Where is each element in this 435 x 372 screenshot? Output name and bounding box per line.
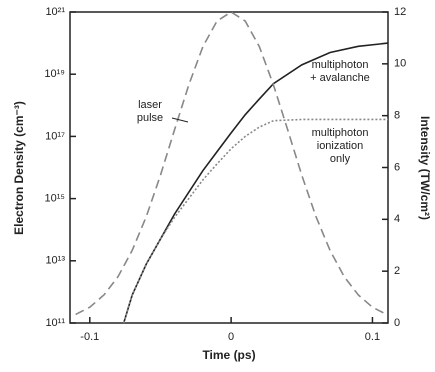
y-tick-label: 10¹¹ (45, 317, 65, 329)
annotation-line: multiphoton (312, 127, 369, 139)
x-axis-label: Time (ps) (202, 348, 255, 362)
y-tick-label: 10¹⁵ (45, 193, 65, 205)
annotation: multiphoton + avalanche (310, 59, 370, 84)
annotation-line: + avalanche (310, 72, 370, 84)
series-line (75, 11, 387, 316)
annotation-line: laser (138, 99, 162, 111)
y-tick-label: 10²¹ (45, 6, 65, 18)
y2-tick-label: 2 (394, 265, 400, 277)
x-tick-label: 0 (228, 331, 234, 343)
x-tick-label: -0.1 (80, 331, 99, 343)
annotation-line: ionization (317, 140, 363, 152)
annotation: multiphoton ionization only (312, 127, 369, 165)
y2-tick-label: 4 (394, 213, 400, 225)
y-tick-label: 10¹³ (45, 255, 65, 267)
y-tick-label: 10¹⁹ (44, 68, 65, 80)
y2-tick-label: 8 (394, 110, 400, 122)
annotation: laser pulse (137, 99, 163, 124)
series-line (122, 118, 388, 324)
annotation-pointer (171, 117, 189, 123)
annotation-line: pulse (137, 112, 163, 124)
y2-tick-label: 6 (394, 161, 400, 173)
x-tick-label: 0.1 (365, 331, 380, 343)
annotation-line: multiphoton (312, 59, 369, 71)
y2-tick-label: 10 (394, 58, 406, 70)
y2-tick-label: 0 (394, 317, 400, 329)
y-tick-label: 10¹⁷ (45, 130, 65, 142)
y2-axis-label: Intensity (TW/cm²) (418, 116, 432, 220)
annotation-line: only (330, 153, 351, 165)
y-axis-label: Electron Density (cm⁻³) (12, 101, 26, 235)
y2-tick-label: 12 (394, 6, 406, 18)
